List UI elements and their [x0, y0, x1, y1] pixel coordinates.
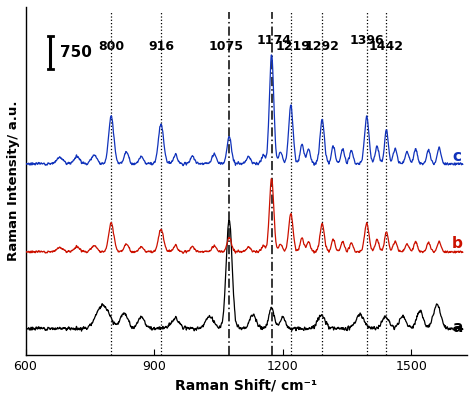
Text: 750: 750 — [60, 45, 91, 60]
Text: 1219: 1219 — [275, 40, 310, 53]
Text: 1174: 1174 — [256, 34, 291, 47]
X-axis label: Raman Shift/ cm⁻¹: Raman Shift/ cm⁻¹ — [175, 378, 317, 392]
Text: 1442: 1442 — [369, 40, 404, 53]
Text: 1292: 1292 — [305, 40, 339, 53]
Text: c: c — [452, 149, 461, 164]
Text: 1075: 1075 — [208, 40, 243, 53]
Y-axis label: Raman Intensity/ a.u.: Raman Intensity/ a.u. — [7, 101, 20, 261]
Text: 800: 800 — [98, 40, 124, 53]
Text: a: a — [452, 320, 463, 335]
Text: b: b — [452, 236, 463, 251]
Text: 1396: 1396 — [349, 34, 384, 47]
Text: 916: 916 — [148, 40, 174, 53]
